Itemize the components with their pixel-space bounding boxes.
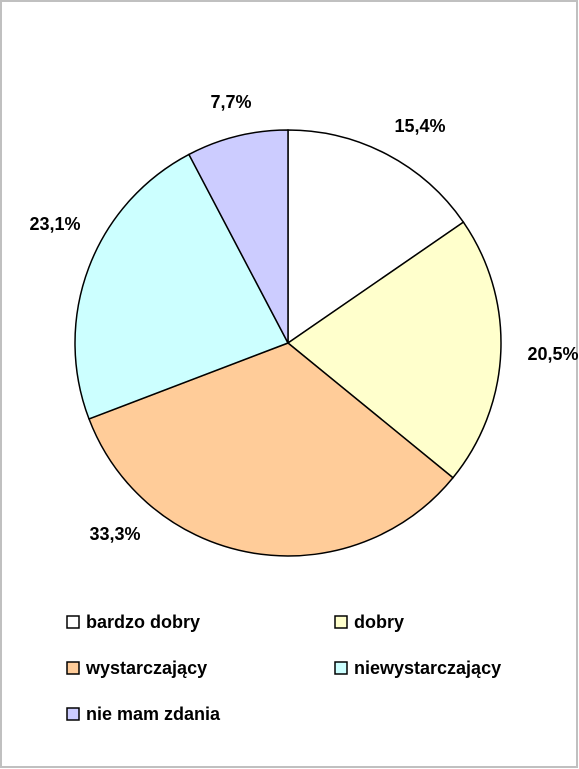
legend-swatch: [66, 707, 80, 721]
pie-slice: [88, 342, 455, 557]
legend-swatch: [334, 615, 348, 629]
legend-label: nie mam zdania: [86, 704, 221, 724]
data-label: 15,4%: [394, 116, 445, 136]
legend-swatch: [66, 615, 80, 629]
data-label: 23,1%: [29, 214, 80, 234]
data-label: 20,5%: [527, 344, 578, 364]
legend-label: dobry: [354, 612, 404, 632]
data-label: 7,7%: [210, 92, 251, 112]
legend-label: niewystarczający: [354, 658, 501, 678]
data-label: 33,3%: [89, 524, 140, 544]
pie-slice: [187, 129, 289, 344]
legend-swatch: [66, 661, 80, 675]
pie-slice: [286, 221, 502, 479]
legend-swatch: [334, 661, 348, 675]
legend-label: bardzo dobry: [86, 612, 200, 632]
pie-slice: [74, 153, 290, 420]
pie-slice: [287, 129, 465, 345]
legend-label: wystarczający: [85, 658, 207, 678]
